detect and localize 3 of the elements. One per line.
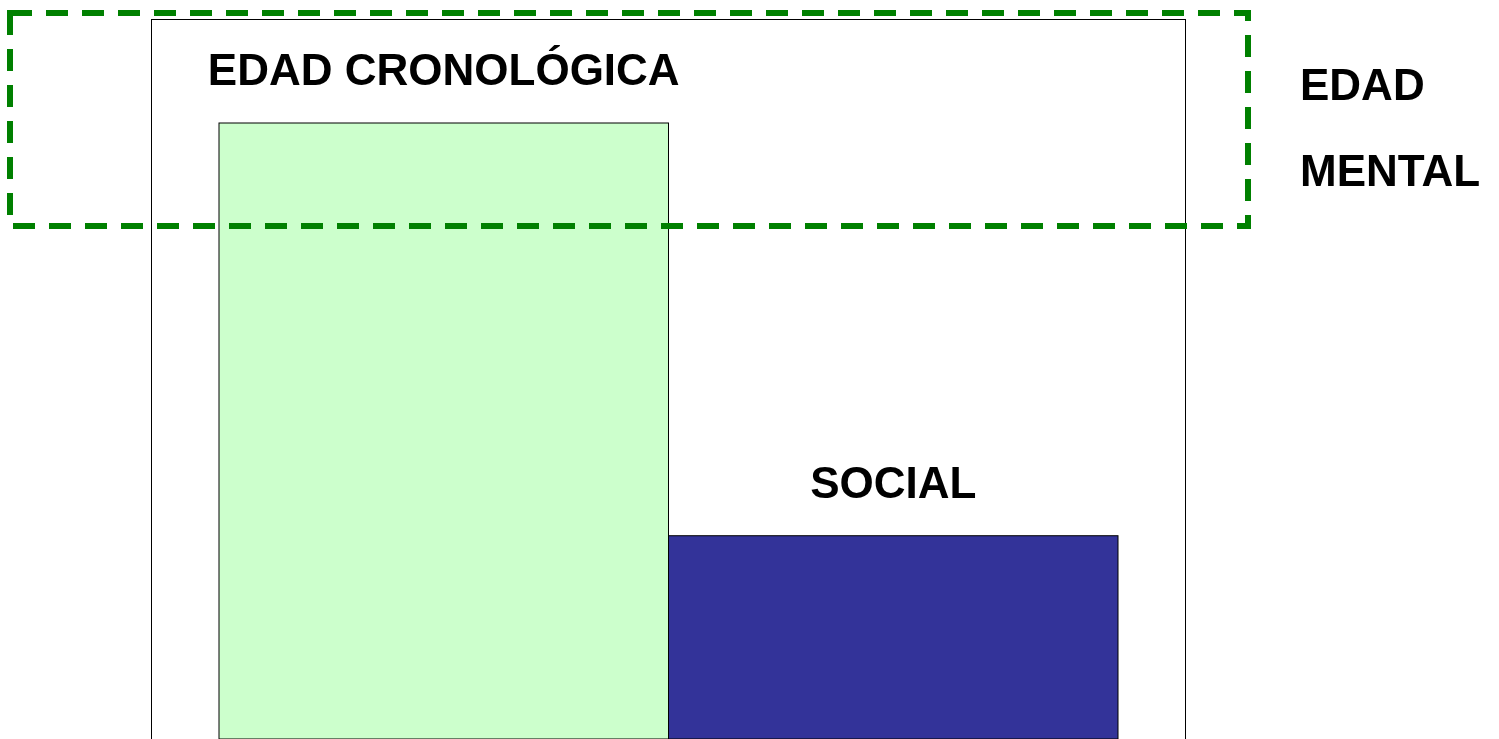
x-tick-label: SOCIAL xyxy=(810,457,977,507)
x-tick-label: EDAD CRONOLÓGICA xyxy=(207,45,680,94)
text: EDAD MENTAL xyxy=(1300,60,1481,195)
